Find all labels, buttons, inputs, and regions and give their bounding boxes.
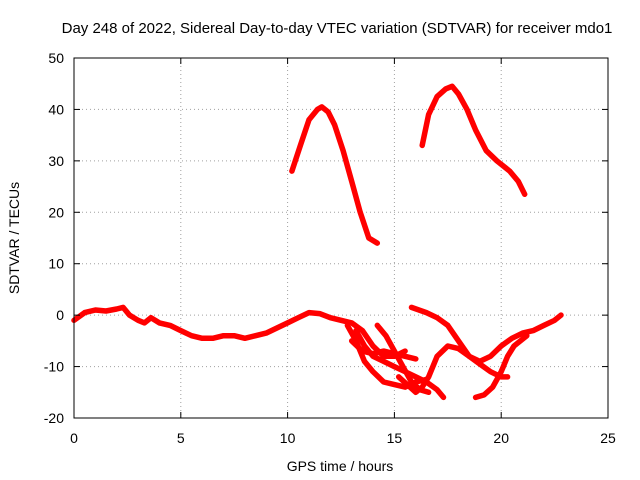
x-axis: 0 5 10 15 20 25 (70, 58, 616, 446)
y-tick-label: 10 (48, 256, 64, 272)
y-tick-label: 30 (48, 153, 64, 169)
series-arc-10 (472, 332, 530, 401)
series-arc-6 (348, 338, 419, 362)
series-arc-3 (71, 304, 408, 360)
series-arc-9 (395, 312, 564, 396)
plot-frame (73, 57, 609, 419)
y-tick-label: 40 (48, 101, 64, 117)
x-axis-label: GPS time / hours (287, 458, 394, 474)
traces (71, 83, 564, 401)
x-tick-label: 25 (600, 430, 616, 446)
y-axis-label: SDTVAR / TECUs (6, 182, 22, 294)
y-axis: -20 -10 0 10 20 30 40 50 (44, 50, 608, 426)
x-tick-label: 20 (493, 430, 509, 446)
chart-title: Day 248 of 2022, Sidereal Day-to-day VTE… (62, 20, 613, 37)
y-tick-label: 0 (56, 307, 64, 323)
grid (74, 58, 608, 418)
series-arc-2 (419, 83, 528, 198)
series-arc-1 (289, 104, 381, 246)
x-tick-label: 10 (280, 430, 296, 446)
y-tick-label: -10 (44, 359, 64, 375)
y-tick-label: 50 (48, 50, 64, 66)
x-tick-label: 0 (70, 430, 78, 446)
x-tick-label: 5 (177, 430, 185, 446)
x-tick-label: 15 (387, 430, 403, 446)
y-tick-label: 20 (48, 204, 64, 220)
y-tick-label: -20 (44, 410, 64, 426)
series-arc-8 (408, 304, 511, 380)
